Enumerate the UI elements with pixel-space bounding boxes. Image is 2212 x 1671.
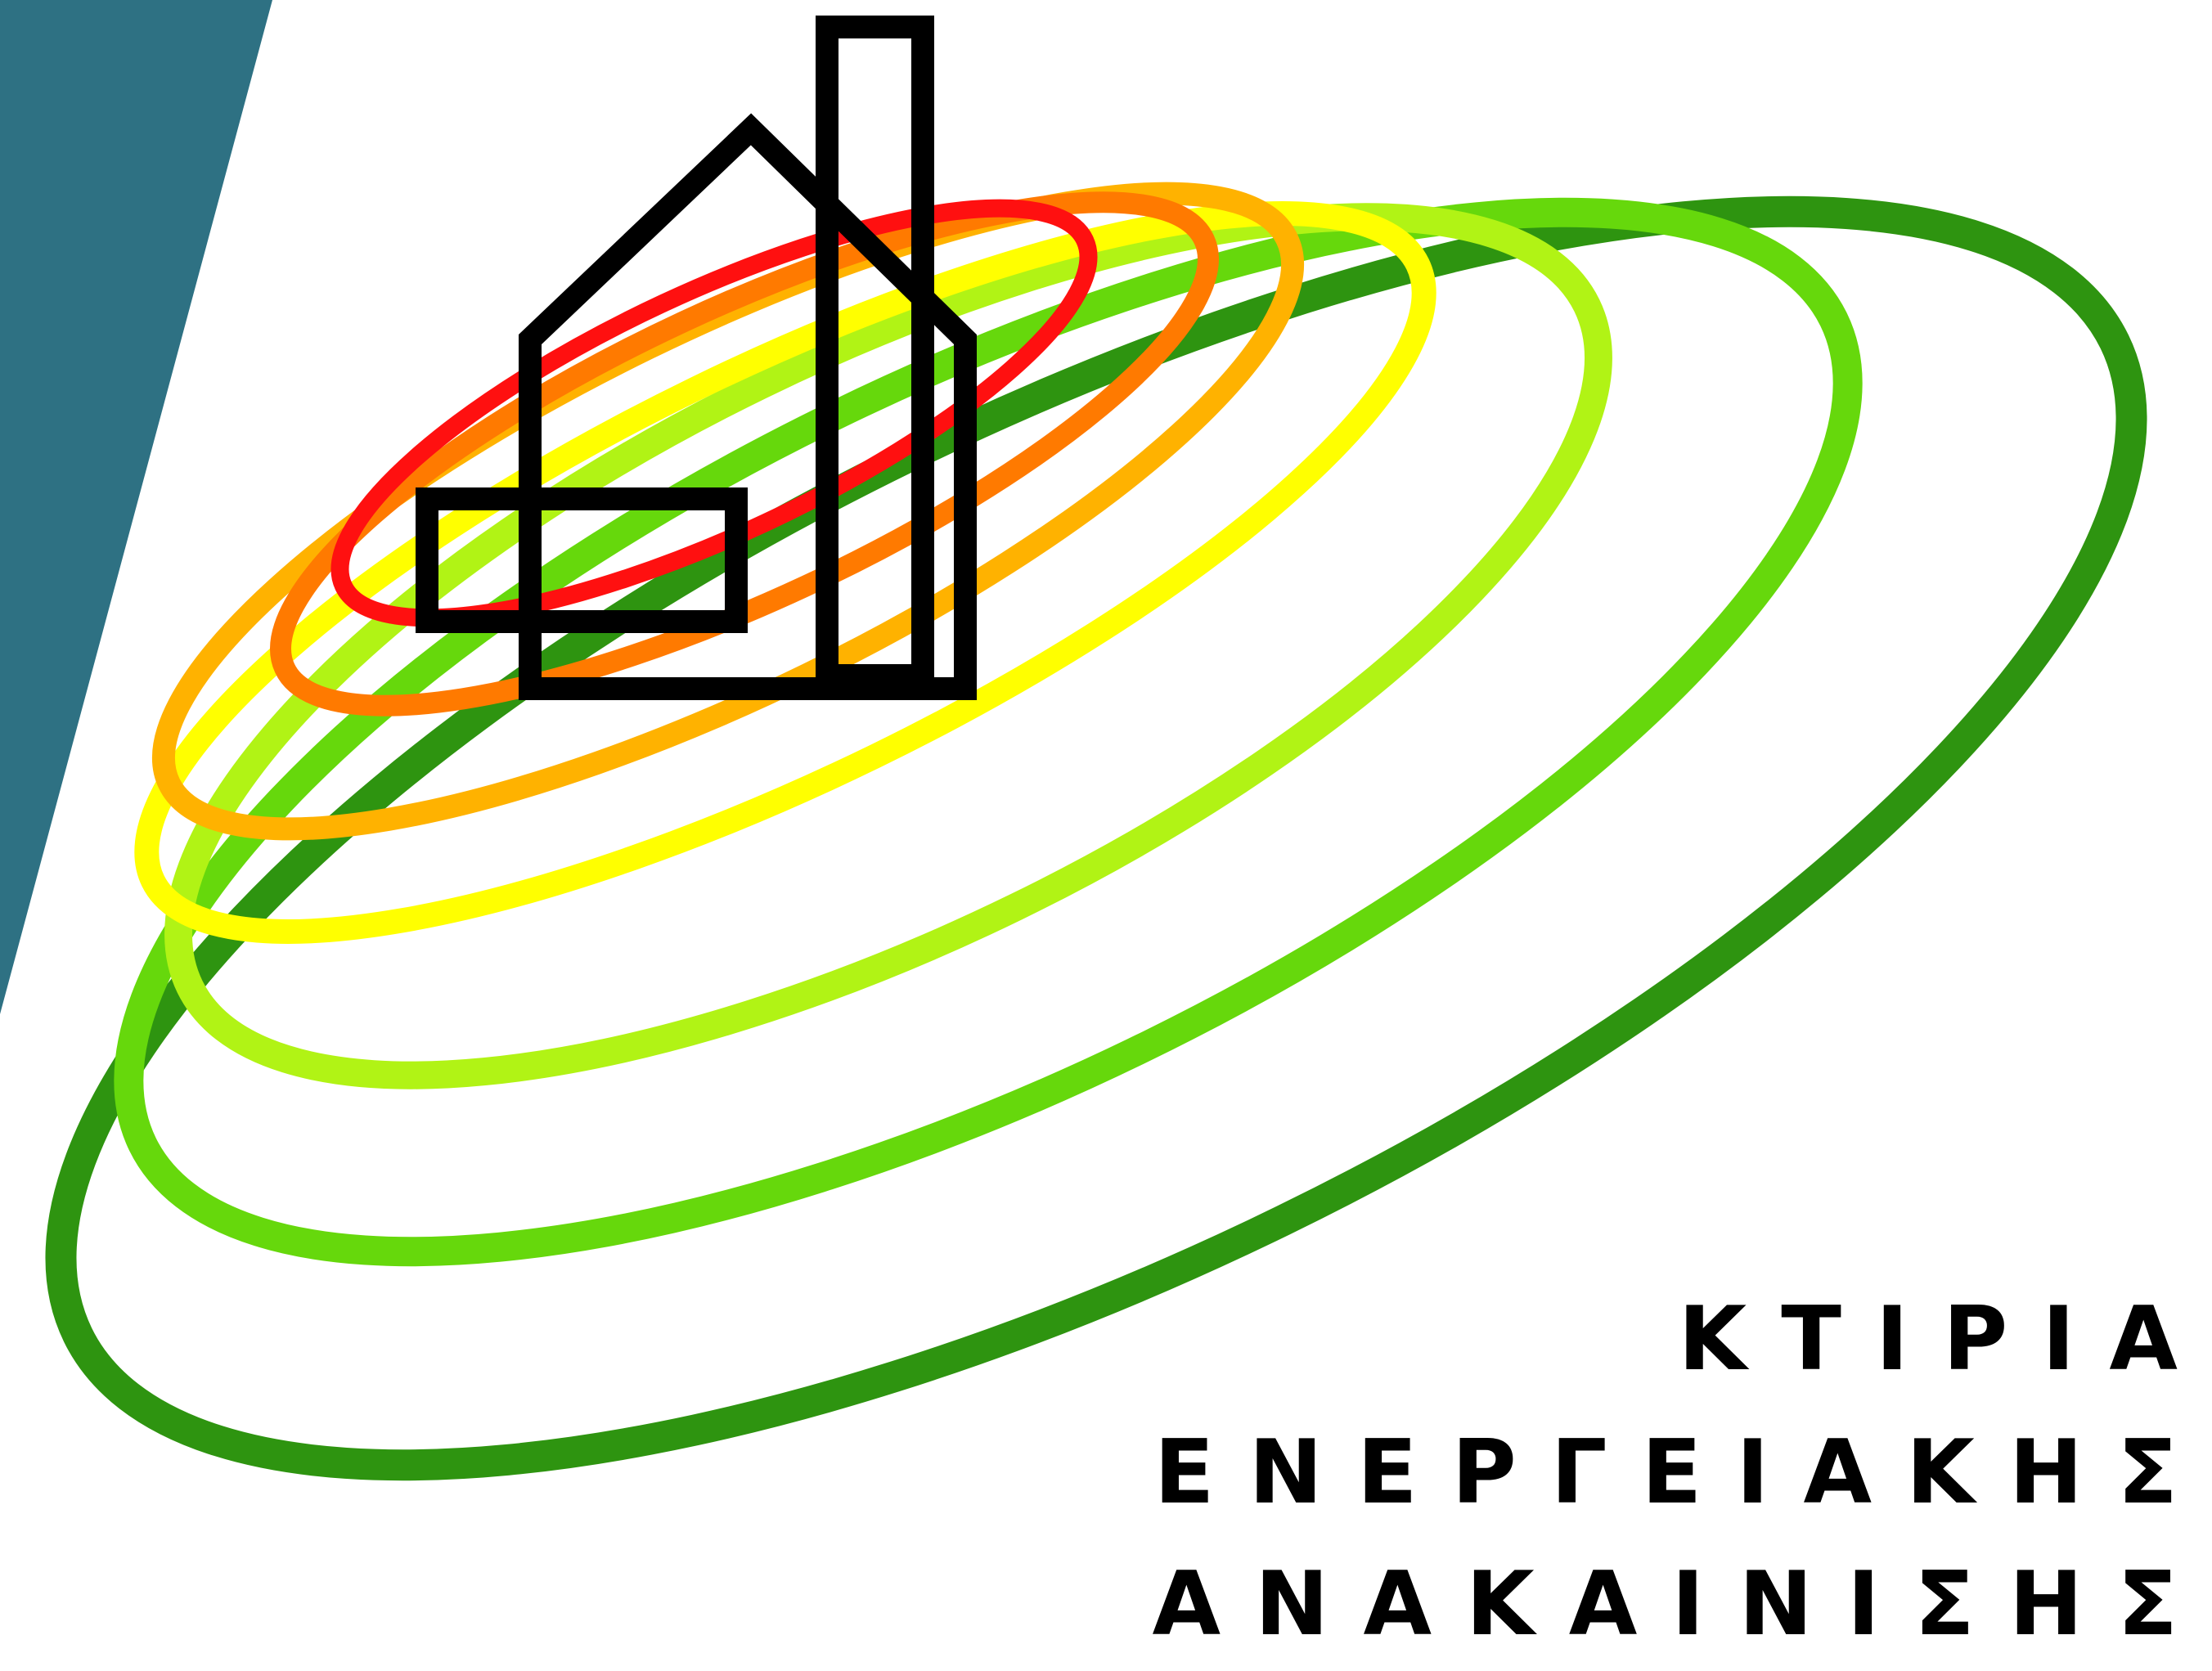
- house-outline: [519, 113, 977, 700]
- logo-line-energy: ΕΝΕΡΓΕΙΑΚΗΣ: [1153, 1422, 2212, 1524]
- house-with-chimney-icon: [416, 16, 977, 700]
- ring-yellow: [134, 201, 1436, 944]
- ring-lime: [164, 203, 1612, 1089]
- ring-orange: [270, 191, 1219, 716]
- chimney: [816, 16, 934, 687]
- porch-box: [416, 487, 748, 633]
- ring-red: [330, 199, 1098, 627]
- teal-side-panel: [0, 0, 272, 1014]
- logo-line-renovation: ΑΝΑΚΑΙΝΙΣΗΣ: [1152, 1553, 2212, 1655]
- logo-line-buildings: ΚΤΙΡΙΑ: [1678, 1288, 2212, 1390]
